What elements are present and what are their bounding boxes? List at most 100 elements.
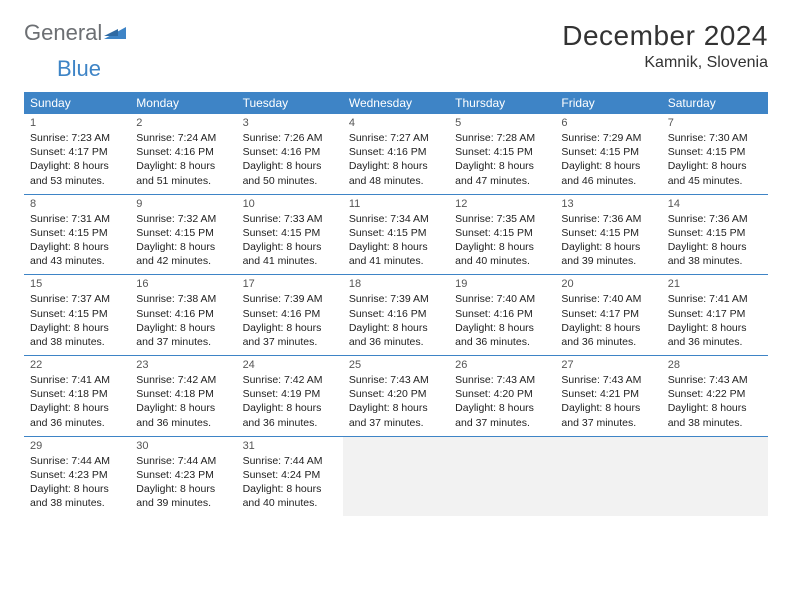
day-number: 11 — [349, 198, 443, 210]
day-info-line: Sunrise: 7:38 AM — [136, 292, 230, 306]
day-info-line: and 37 minutes. — [349, 416, 443, 430]
day-info-line: Sunrise: 7:41 AM — [30, 373, 124, 387]
day-info-line: Sunset: 4:15 PM — [136, 226, 230, 240]
weekday-header: Monday — [130, 92, 236, 114]
day-info-line: Sunrise: 7:33 AM — [243, 212, 337, 226]
header: General December 2024 Kamnik, Slovenia — [24, 20, 768, 72]
day-info-line: Daylight: 8 hours — [349, 159, 443, 173]
day-info-line: Sunrise: 7:43 AM — [561, 373, 655, 387]
day-info-line: Sunrise: 7:40 AM — [561, 292, 655, 306]
day-info-line: and 36 minutes. — [668, 335, 762, 349]
day-number: 14 — [668, 198, 762, 210]
day-info-line: Sunset: 4:15 PM — [668, 226, 762, 240]
day-info-line: Sunrise: 7:26 AM — [243, 131, 337, 145]
day-info-line: Sunset: 4:15 PM — [30, 307, 124, 321]
day-info-line: Sunset: 4:16 PM — [349, 145, 443, 159]
day-info-line: Daylight: 8 hours — [561, 240, 655, 254]
day-info-line: Daylight: 8 hours — [561, 321, 655, 335]
day-info-line: and 38 minutes. — [668, 254, 762, 268]
day-info-line: Daylight: 8 hours — [455, 159, 549, 173]
day-info-line: and 40 minutes. — [455, 254, 549, 268]
day-cell: 5Sunrise: 7:28 AMSunset: 4:15 PMDaylight… — [449, 114, 555, 194]
day-info-line: Sunrise: 7:43 AM — [668, 373, 762, 387]
brand-word2-wrap: Blue — [57, 56, 117, 82]
day-number: 4 — [349, 117, 443, 129]
day-cell: 18Sunrise: 7:39 AMSunset: 4:16 PMDayligh… — [343, 275, 449, 355]
day-number: 19 — [455, 278, 549, 290]
day-info-line: Sunset: 4:17 PM — [668, 307, 762, 321]
day-number: 29 — [30, 440, 124, 452]
day-number: 27 — [561, 359, 655, 371]
day-cell: 22Sunrise: 7:41 AMSunset: 4:18 PMDayligh… — [24, 356, 130, 436]
weekday-header: Sunday — [24, 92, 130, 114]
day-number: 13 — [561, 198, 655, 210]
day-info-line: Daylight: 8 hours — [243, 482, 337, 496]
day-info-line: Sunset: 4:19 PM — [243, 387, 337, 401]
day-info-line: Daylight: 8 hours — [668, 401, 762, 415]
day-info-line: Daylight: 8 hours — [136, 240, 230, 254]
day-number: 23 — [136, 359, 230, 371]
day-info-line: Daylight: 8 hours — [561, 401, 655, 415]
day-info-line: Sunrise: 7:28 AM — [455, 131, 549, 145]
weekday-header: Tuesday — [237, 92, 343, 114]
day-info-line: Sunrise: 7:36 AM — [561, 212, 655, 226]
weekday-header: Friday — [555, 92, 661, 114]
day-number: 16 — [136, 278, 230, 290]
day-info-line: Daylight: 8 hours — [243, 321, 337, 335]
day-cell: 3Sunrise: 7:26 AMSunset: 4:16 PMDaylight… — [237, 114, 343, 194]
day-cell: 19Sunrise: 7:40 AMSunset: 4:16 PMDayligh… — [449, 275, 555, 355]
day-cell — [662, 437, 768, 517]
day-info-line: and 47 minutes. — [455, 174, 549, 188]
day-cell — [555, 437, 661, 517]
day-number: 15 — [30, 278, 124, 290]
day-info-line: and 37 minutes. — [243, 335, 337, 349]
day-info-line: Daylight: 8 hours — [668, 240, 762, 254]
week-row: 22Sunrise: 7:41 AMSunset: 4:18 PMDayligh… — [24, 355, 768, 436]
day-cell: 12Sunrise: 7:35 AMSunset: 4:15 PMDayligh… — [449, 195, 555, 275]
day-info-line: and 40 minutes. — [243, 496, 337, 510]
day-info-line: and 46 minutes. — [561, 174, 655, 188]
week-row: 29Sunrise: 7:44 AMSunset: 4:23 PMDayligh… — [24, 436, 768, 517]
day-info-line: Daylight: 8 hours — [136, 401, 230, 415]
day-info-line: Sunset: 4:23 PM — [30, 468, 124, 482]
day-info-line: Sunset: 4:15 PM — [455, 226, 549, 240]
day-info-line: Sunrise: 7:34 AM — [349, 212, 443, 226]
day-cell: 15Sunrise: 7:37 AMSunset: 4:15 PMDayligh… — [24, 275, 130, 355]
day-info-line: Sunrise: 7:41 AM — [668, 292, 762, 306]
day-info-line: and 41 minutes. — [349, 254, 443, 268]
day-info-line: Sunrise: 7:27 AM — [349, 131, 443, 145]
day-info-line: Daylight: 8 hours — [136, 482, 230, 496]
day-cell: 21Sunrise: 7:41 AMSunset: 4:17 PMDayligh… — [662, 275, 768, 355]
day-info-line: and 48 minutes. — [349, 174, 443, 188]
day-number: 10 — [243, 198, 337, 210]
day-number: 3 — [243, 117, 337, 129]
day-info-line: and 36 minutes. — [349, 335, 443, 349]
day-cell: 20Sunrise: 7:40 AMSunset: 4:17 PMDayligh… — [555, 275, 661, 355]
day-number: 5 — [455, 117, 549, 129]
day-info-line: Sunrise: 7:23 AM — [30, 131, 124, 145]
weeks-container: 1Sunrise: 7:23 AMSunset: 4:17 PMDaylight… — [24, 114, 768, 516]
day-number: 7 — [668, 117, 762, 129]
day-info-line: Sunset: 4:18 PM — [30, 387, 124, 401]
day-info-line: Daylight: 8 hours — [243, 240, 337, 254]
day-info-line: and 36 minutes. — [243, 416, 337, 430]
day-number: 26 — [455, 359, 549, 371]
day-info-line: and 36 minutes. — [561, 335, 655, 349]
day-info-line: and 50 minutes. — [243, 174, 337, 188]
day-cell: 23Sunrise: 7:42 AMSunset: 4:18 PMDayligh… — [130, 356, 236, 436]
day-info-line: Sunset: 4:16 PM — [455, 307, 549, 321]
day-info-line: Sunset: 4:20 PM — [349, 387, 443, 401]
day-info-line: Sunrise: 7:42 AM — [243, 373, 337, 387]
brand-word2: Blue — [57, 56, 101, 81]
day-number: 6 — [561, 117, 655, 129]
day-info-line: Sunrise: 7:39 AM — [243, 292, 337, 306]
day-info-line: and 39 minutes. — [561, 254, 655, 268]
day-cell: 26Sunrise: 7:43 AMSunset: 4:20 PMDayligh… — [449, 356, 555, 436]
day-info-line: and 36 minutes. — [136, 416, 230, 430]
day-info-line: Daylight: 8 hours — [349, 321, 443, 335]
day-info-line: Sunrise: 7:43 AM — [455, 373, 549, 387]
day-info-line: Daylight: 8 hours — [455, 240, 549, 254]
day-info-line: Sunset: 4:15 PM — [349, 226, 443, 240]
day-info-line: and 41 minutes. — [243, 254, 337, 268]
day-info-line: Sunrise: 7:30 AM — [668, 131, 762, 145]
